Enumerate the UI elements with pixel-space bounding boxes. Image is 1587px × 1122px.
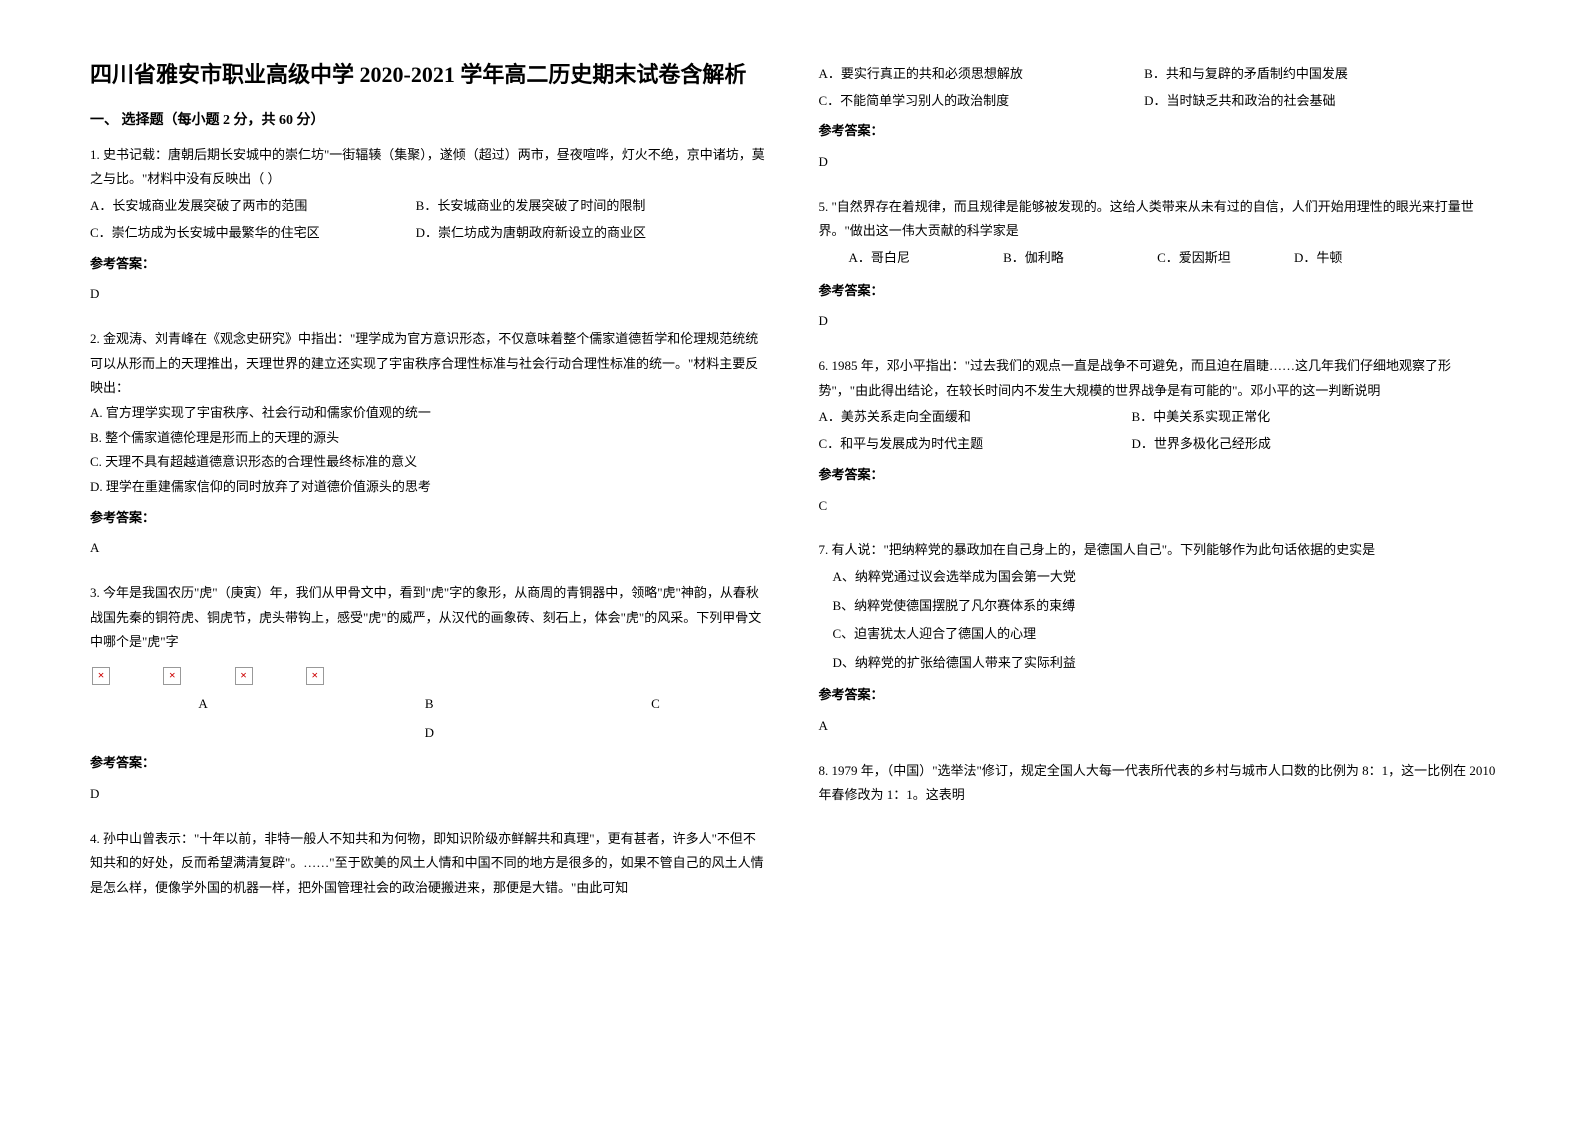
broken-image-icon [306,667,324,685]
q7-option-b: B、纳粹党使德国摆脱了凡尔赛体系的束缚 [833,592,1498,621]
q2-option-c: C. 天理不具有超越道德意识形态的合理性最终标准的意义 [90,450,769,475]
q6-option-a: A．美苏关系走向全面缓和 [819,405,1104,430]
q4-options-1: A．要实行真正的共和必须思想解放 B．共和与复辟的矛盾制约中国发展 [819,62,1498,87]
q5-answer-label: 参考答案： [819,279,1498,304]
q6-option-d: D．世界多极化己经形成 [1131,432,1270,457]
q4-answer-label: 参考答案： [819,119,1498,144]
question-7-text: 7. 有人说："把纳粹党的暴政加在自己身上的，是德国人自己"。下列能够作为此句话… [819,538,1498,563]
broken-image-icon [92,667,110,685]
q3-letter-d: D [316,721,542,746]
q3-answer: D [90,782,769,807]
q6-answer-label: 参考答案： [819,463,1498,488]
question-4-part1: 4. 孙中山曾表示："十年以前，非特一般人不知共和为何物，即知识阶级亦鲜解共和真… [90,827,769,901]
question-2: 2. 金观涛、刘青峰在《观念史研究》中指出："理学成为官方意识形态，不仅意味着整… [90,327,769,571]
question-4-text: 4. 孙中山曾表示："十年以前，非特一般人不知共和为何物，即知识阶级亦鲜解共和真… [90,827,769,901]
question-1-text: 1. 史书记载：唐朝后期长安城中的崇仁坊"一街辐辏（集聚），遂倾（超过）两市，昼… [90,143,769,192]
q7-answer: A [819,714,1498,739]
question-6: 6. 1985 年，邓小平指出："过去我们的观点一直是战争不可避免，而且迫在眉睫… [819,354,1498,528]
question-5-text: 5. "自然界存在着规律，而且规律是能够被发现的。这给人类带来从未有过的自信，人… [819,195,1498,244]
q1-answer: D [90,282,769,307]
q2-answer-label: 参考答案： [90,506,769,531]
q3-letter-c: C [542,692,768,717]
q1-option-a: A．长安城商业发展突破了两市的范围 [90,194,416,219]
q2-answer: A [90,536,769,561]
q7-answer-label: 参考答案： [819,683,1498,708]
q3-letter-row-2: D [90,721,769,746]
question-3: 3. 今年是我国农历"虎"（庚寅）年，我们从甲骨文中，看到"虎"字的象形，从商周… [90,581,769,817]
q3-spacer [90,721,316,746]
left-column: 四川省雅安市职业高级中学 2020-2021 学年高二历史期末试卷含解析 一、 … [90,60,769,1082]
question-8-text: 8. 1979 年，（中国）"选举法"修订，规定全国人大每一代表所代表的乡村与城… [819,759,1498,808]
question-3-text: 3. 今年是我国农历"虎"（庚寅）年，我们从甲骨文中，看到"虎"字的象形，从商周… [90,581,769,655]
question-6-text: 6. 1985 年，邓小平指出："过去我们的观点一直是战争不可避免，而且迫在眉睫… [819,354,1498,403]
q7-option-c: C、迫害犹太人迎合了德国人的心理 [833,620,1498,649]
q5-option-d: D．牛顿 [1294,244,1342,273]
question-2-text: 2. 金观涛、刘青峰在《观念史研究》中指出："理学成为官方意识形态，不仅意味着整… [90,327,769,401]
q6-option-b: B．中美关系实现正常化 [1131,405,1270,430]
q6-option-c: C．和平与发展成为时代主题 [819,432,1104,457]
q3-letter-row-1: A B C [90,692,769,717]
q3-image-row [90,663,769,688]
document-title: 四川省雅安市职业高级中学 2020-2021 学年高二历史期末试卷含解析 [90,60,769,91]
q4-options-2: C．不能简单学习别人的政治制度 D．当时缺乏共和政治的社会基础 [819,89,1498,114]
q2-option-b: B. 整个儒家道德伦理是形而上的天理的源头 [90,426,769,451]
broken-image-icon [163,667,181,685]
q7-option-a: A、纳粹党通过议会选举成为国会第一大党 [833,563,1498,592]
question-8: 8. 1979 年，（中国）"选举法"修订，规定全国人大每一代表所代表的乡村与城… [819,759,1498,808]
question-1: 1. 史书记载：唐朝后期长安城中的崇仁坊"一街辐辏（集聚），遂倾（超过）两市，昼… [90,143,769,317]
q5-option-a: A．哥白尼 [849,244,910,273]
q7-option-d: D、纳粹党的扩张给德国人带来了实际利益 [833,649,1498,678]
q2-option-d: D. 理学在重建儒家信仰的同时放弃了对道德价值源头的思考 [90,475,769,500]
question-5: 5. "自然界存在着规律，而且规律是能够被发现的。这给人类带来从未有过的自信，人… [819,195,1498,344]
q1-option-c: C．崇仁坊成为长安城中最繁华的住宅区 [90,221,416,246]
q3-answer-label: 参考答案： [90,751,769,776]
q6-options-2: C．和平与发展成为时代主题 D．世界多极化己经形成 [819,432,1498,457]
q6-options-1: A．美苏关系走向全面缓和 B．中美关系实现正常化 [819,405,1498,430]
q4-answer: D [819,150,1498,175]
q2-option-a: A. 官方理学实现了宇宙秩序、社会行动和儒家价值观的统一 [90,401,769,426]
q5-option-c: C．爱因斯坦 [1157,244,1231,273]
question-1-options: A．长安城商业发展突破了两市的范围 B．长安城商业的发展突破了时间的限制 [90,194,769,219]
q3-letter-b: B [316,692,542,717]
q1-option-d: D．崇仁坊成为唐朝政府新设立的商业区 [416,221,742,246]
question-7: 7. 有人说："把纳粹党的暴政加在自己身上的，是德国人自己"。下列能够作为此句话… [819,538,1498,748]
q5-options: A．哥白尼 B．伽利略 C．爱因斯坦 D．牛顿 [849,244,1498,273]
q5-option-b: B．伽利略 [1003,244,1064,273]
q1-answer-label: 参考答案： [90,252,769,277]
q1-option-b: B．长安城商业的发展突破了时间的限制 [416,194,742,219]
q4-option-c: C．不能简单学习别人的政治制度 [819,89,1145,114]
q3-letter-a: A [90,692,316,717]
broken-image-icon [235,667,253,685]
q4-option-b: B．共和与复辟的矛盾制约中国发展 [1144,62,1470,87]
q4-option-d: D．当时缺乏共和政治的社会基础 [1144,89,1470,114]
section-heading: 一、 选择题（每小题 2 分，共 60 分） [90,109,769,129]
q3-spacer-2 [542,721,768,746]
q6-answer: C [819,494,1498,519]
question-1-options-2: C．崇仁坊成为长安城中最繁华的住宅区 D．崇仁坊成为唐朝政府新设立的商业区 [90,221,769,246]
q4-option-a: A．要实行真正的共和必须思想解放 [819,62,1145,87]
q5-answer: D [819,309,1498,334]
right-column: A．要实行真正的共和必须思想解放 B．共和与复辟的矛盾制约中国发展 C．不能简单… [819,60,1498,1082]
question-4-part2: A．要实行真正的共和必须思想解放 B．共和与复辟的矛盾制约中国发展 C．不能简单… [819,60,1498,185]
